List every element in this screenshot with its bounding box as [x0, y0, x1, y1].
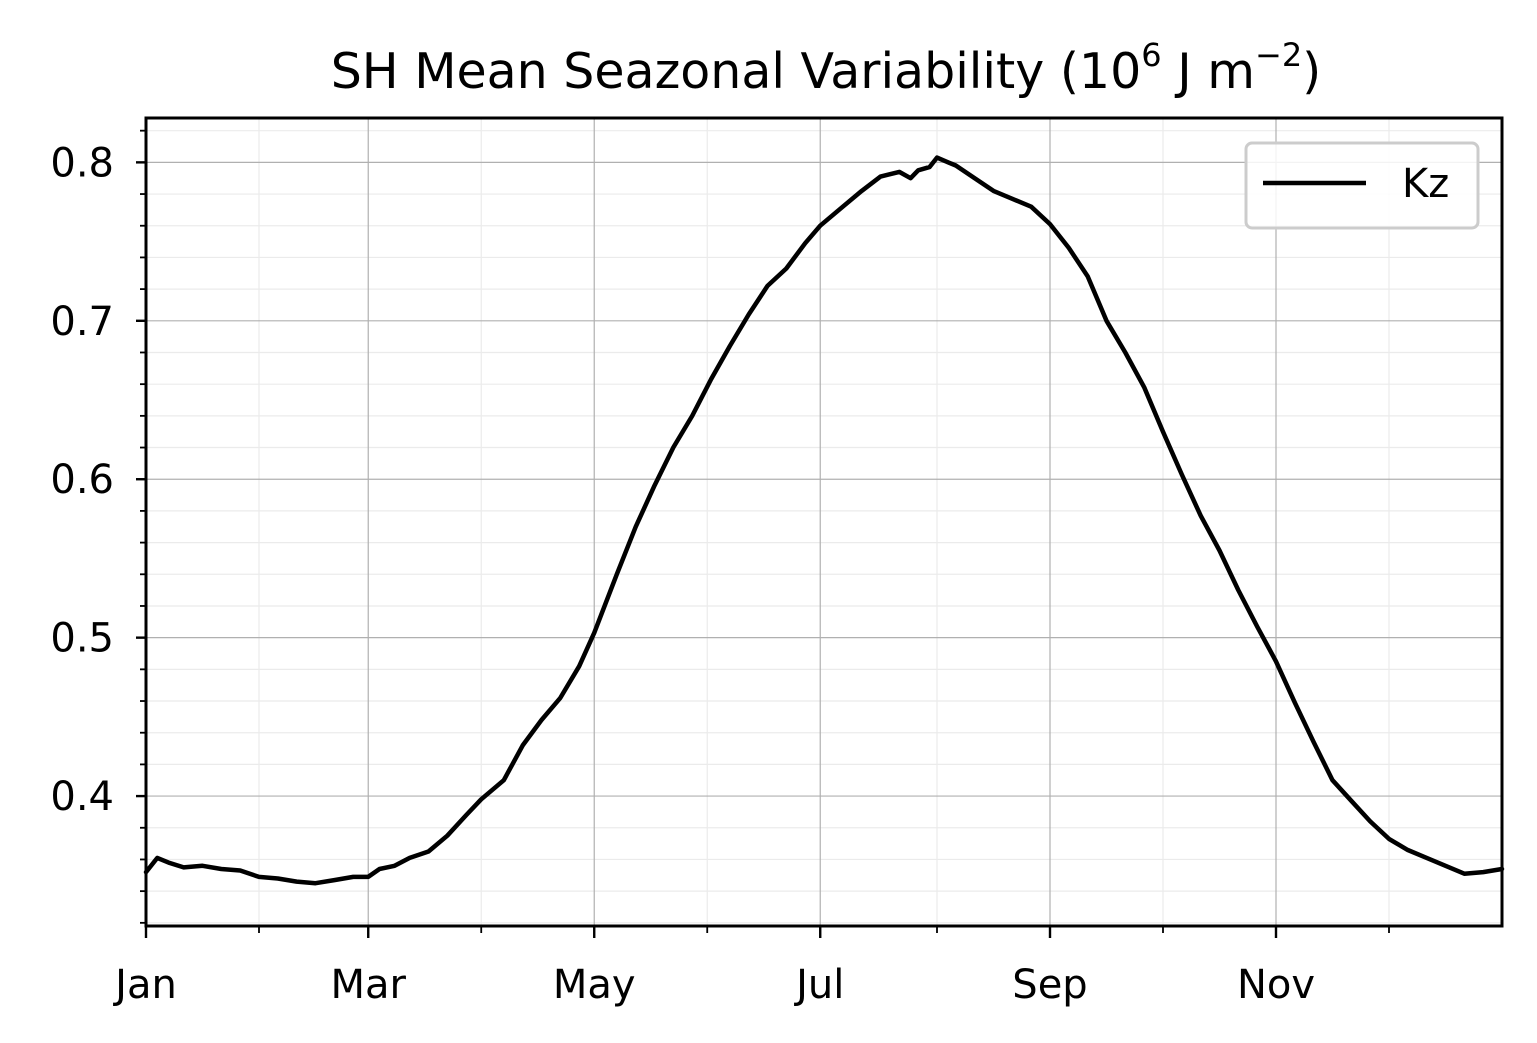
y-tick-label: 0.4 — [50, 774, 114, 820]
plot-frame — [144, 116, 1504, 928]
y-tick-label: 0.7 — [50, 299, 114, 345]
series-layer — [143, 155, 1505, 886]
y-tick-label: 0.8 — [50, 140, 114, 186]
x-tick-label: Mar — [330, 962, 406, 1008]
y-tick-label: 0.6 — [50, 457, 114, 503]
x-tick-label: Nov — [1237, 962, 1315, 1008]
axis-tick-labels: 0.4 0.5 0.6 0.7 0.8 Jan Mar May Jul Sep Nov — [50, 140, 1315, 1008]
legend: Kz — [1244, 141, 1480, 230]
x-tick-label: Sep — [1012, 962, 1087, 1008]
axis-ticks — [136, 129, 1390, 938]
x-tick-label: Jan — [112, 962, 177, 1008]
y-tick-label: 0.5 — [50, 616, 114, 662]
x-tick-label: Jul — [793, 962, 844, 1008]
legend-box — [1244, 141, 1480, 230]
legend-label-kz: Kz — [1402, 161, 1449, 207]
series-line-kz — [143, 155, 1505, 886]
chart-title: SH Mean Seazonal Variability (106 J m−2) — [331, 36, 1322, 100]
x-tick-label: May — [553, 962, 636, 1008]
